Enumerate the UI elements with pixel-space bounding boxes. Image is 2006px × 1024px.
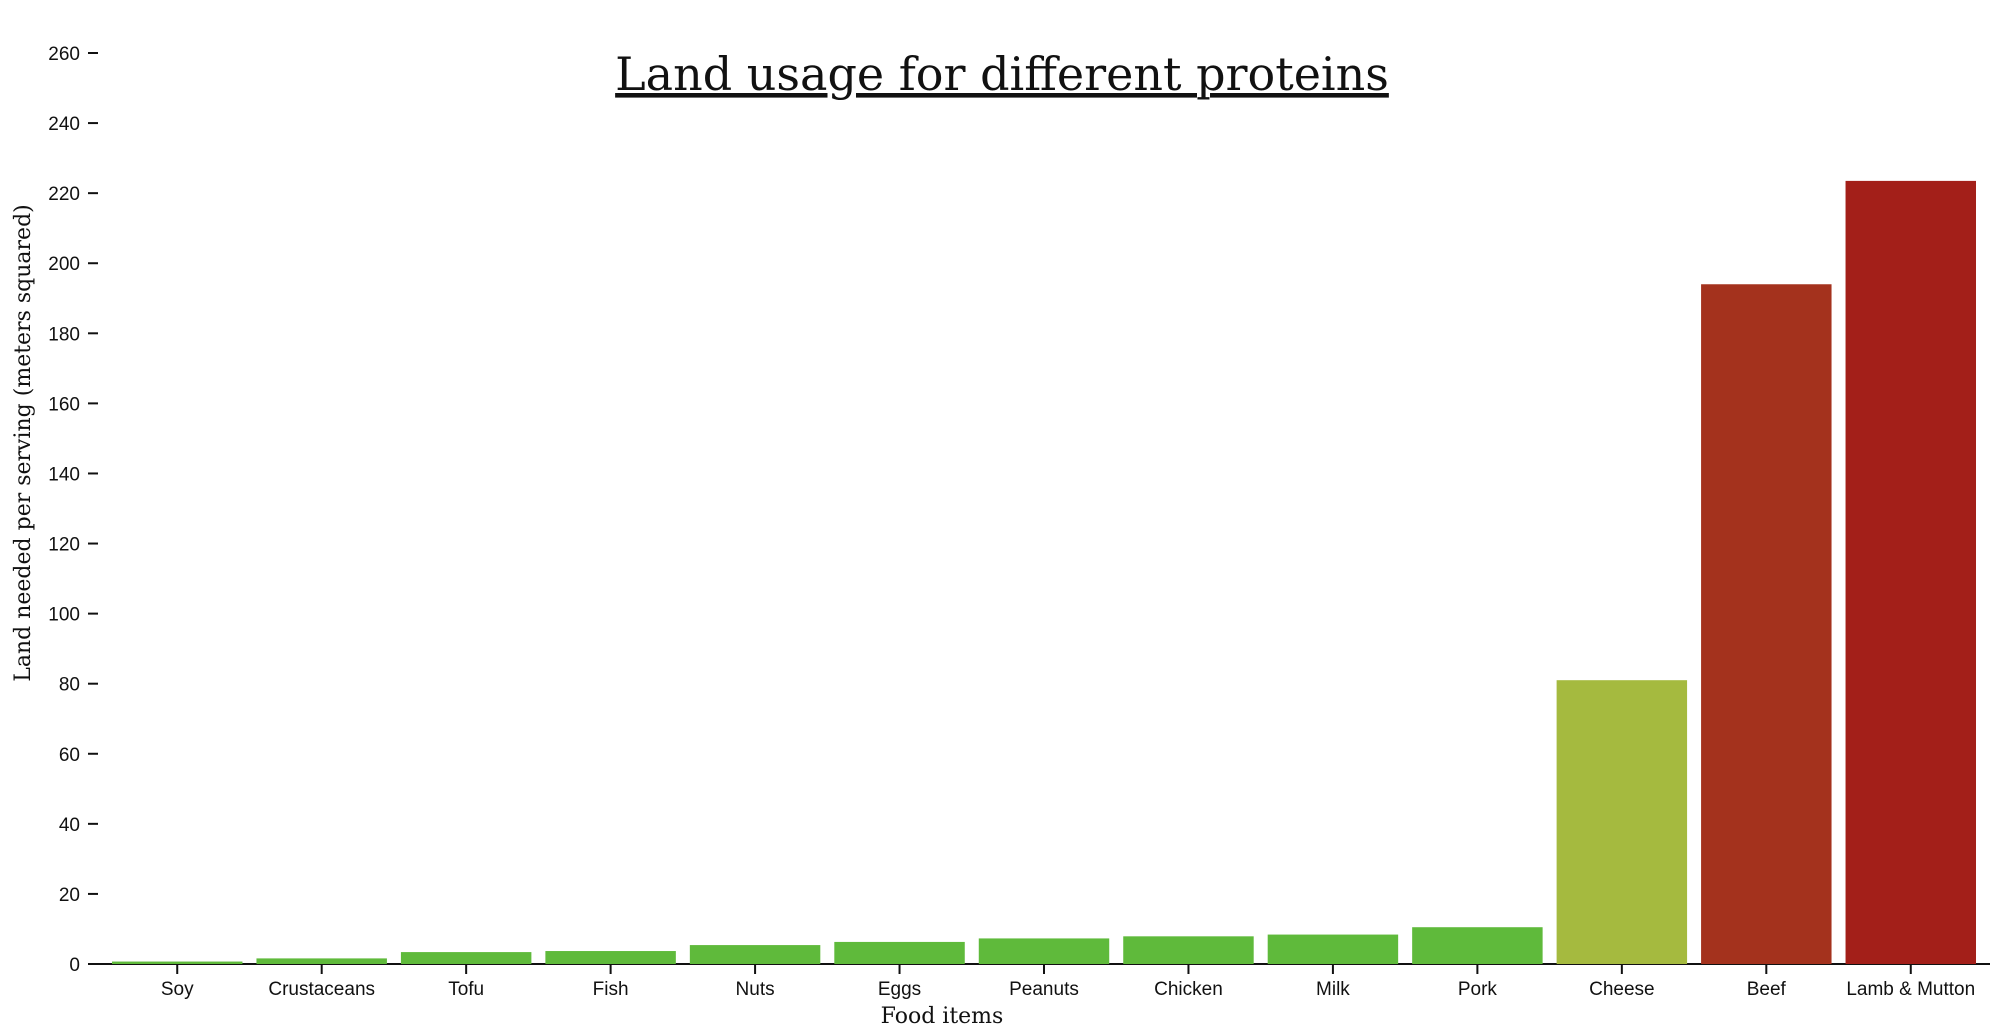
x-tick-label: Crustaceans xyxy=(268,979,375,1000)
bar-soy xyxy=(112,961,243,964)
x-tick-label: Peanuts xyxy=(1009,979,1079,1000)
bar-eggs xyxy=(834,941,965,964)
y-tick-label: 180 xyxy=(48,324,80,345)
bar-fish xyxy=(545,951,676,964)
y-tick-label: 40 xyxy=(59,815,80,836)
y-axis-title: Land needed per serving (meters squared) xyxy=(11,204,36,682)
x-tick-label: Fish xyxy=(593,979,629,1000)
y-tick-label: 0 xyxy=(69,955,80,976)
bar-beef xyxy=(1701,284,1832,964)
y-tick-label: 260 xyxy=(48,44,80,65)
bar-milk xyxy=(1267,934,1399,964)
y-tick-label: 140 xyxy=(48,464,80,485)
x-tick-label: Milk xyxy=(1316,979,1350,1000)
bar-peanuts xyxy=(978,938,1110,964)
bar-lamb-mutton xyxy=(1845,180,1976,964)
y-tick-label: 200 xyxy=(48,254,80,275)
x-tick-label: Eggs xyxy=(878,979,921,1000)
x-tick-label: Lamb & Mutton xyxy=(1846,979,1975,1000)
x-tick-label: Chicken xyxy=(1154,979,1223,1000)
x-tick-label: Beef xyxy=(1747,979,1787,1000)
bar-nuts xyxy=(689,945,821,964)
bar-chicken xyxy=(1123,936,1254,964)
y-tick-label: 60 xyxy=(59,745,80,766)
bar-crustaceans xyxy=(256,958,387,964)
bars xyxy=(112,180,1976,964)
chart-title: Land usage for different proteins xyxy=(615,47,1389,101)
x-axis-title: Food items xyxy=(881,1004,1004,1024)
y-tick-label: 100 xyxy=(48,605,80,626)
y-axis: 0 20 40 60 80 100 120 140 160 180 200 220 240 260 xyxy=(48,44,98,976)
bar-pork xyxy=(1412,927,1543,964)
x-tick-label: Tofu xyxy=(448,979,484,1000)
y-tick-label: 220 xyxy=(48,184,80,205)
bar-tofu xyxy=(400,952,532,964)
bar-cheese xyxy=(1556,680,1688,964)
x-tick-label: Pork xyxy=(1458,979,1498,1000)
y-tick-label: 240 xyxy=(48,114,80,135)
x-tick-label: Nuts xyxy=(736,979,775,1000)
y-tick-label: 120 xyxy=(48,535,80,556)
x-axis: Soy Crustaceans Tofu Fish Nuts Eggs Peanuts Chi… xyxy=(90,963,1990,1000)
x-tick-label: Soy xyxy=(161,979,194,1000)
y-tick-label: 20 xyxy=(59,885,80,906)
x-tick-label: Cheese xyxy=(1589,979,1655,1000)
y-tick-label: 160 xyxy=(48,394,80,415)
y-tick-label: 80 xyxy=(59,675,80,696)
